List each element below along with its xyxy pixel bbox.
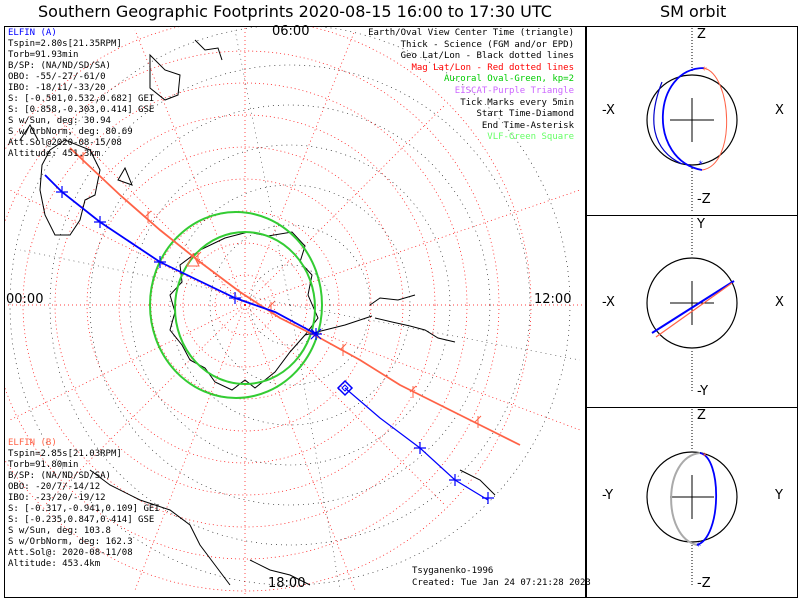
elfin-b-line: OBO: -20/7/-14/12 bbox=[8, 482, 101, 492]
sm-panel-yz-frame bbox=[586, 407, 798, 598]
sm3-top: Z bbox=[697, 408, 706, 423]
main-title: Southern Geographic Footprints 2020-08-1… bbox=[38, 2, 552, 21]
elfin-b-line: Att.Sol@: 2020-08-11/08 bbox=[8, 548, 133, 558]
legend-item: Start Time-Diamond bbox=[476, 109, 574, 120]
elfin-a-line: S w/Sun, deg: 30.94 bbox=[8, 116, 111, 126]
legend-item: End Time-Asterisk bbox=[481, 120, 574, 131]
sm2-bottom: -Y bbox=[697, 384, 709, 399]
sm-panel-yz: * * bbox=[646, 409, 738, 585]
legend: Earth/Oval View Center Time (triangle) T… bbox=[368, 28, 574, 144]
time-label-right: 12:00 bbox=[534, 292, 572, 307]
elfin-a-line: IBO: -18/11/-33/20 bbox=[8, 83, 106, 93]
sm3-right: Y bbox=[775, 488, 783, 503]
sm2-left: -X bbox=[602, 295, 615, 310]
elfin-b-line: Altitude: 453.4km bbox=[8, 559, 101, 569]
elfin-a-name: ELFIN (A) bbox=[8, 28, 57, 38]
sm1-right: X bbox=[775, 103, 784, 118]
legend-item: Thick - Science (FGM and/or EPD) bbox=[400, 39, 574, 50]
elfin-b-line: S: [-0.235,0.847,0.414] GSE bbox=[8, 515, 155, 525]
elfin-b-line: B/SP: (NA/ND/SD/SA) bbox=[8, 471, 111, 481]
sm1-top: Z bbox=[697, 27, 706, 42]
elfin-b-line: Torb=91.80min bbox=[8, 460, 79, 470]
elfin-b-line: S w/Sun, deg: 103.8 bbox=[8, 526, 111, 536]
footprint-map-frame bbox=[4, 26, 586, 598]
mag-lon-lines bbox=[5, 27, 585, 597]
elfin-a-line: Att.Sol@2020-08-15/08 bbox=[8, 138, 122, 148]
svg-text:*: * bbox=[702, 66, 707, 76]
sm1-bottom: -Z bbox=[697, 192, 711, 207]
elfin-a-line: S w/OrbNorm, deg: 80.69 bbox=[8, 127, 133, 137]
elfin-a-line: B/SP: (NA/ND/SD/SA) bbox=[8, 61, 111, 71]
sm-orbit-title: SM orbit bbox=[660, 2, 727, 21]
svg-text:*: * bbox=[698, 160, 703, 170]
created-label: Created: Tue Jan 24 07:21:28 2023 bbox=[412, 578, 591, 588]
sm2-right: X bbox=[775, 295, 784, 310]
legend-item: VLF-Green Square bbox=[487, 132, 574, 143]
elfin-b-line: IBO: -23/20/-19/12 bbox=[8, 493, 106, 503]
legend-item: Geo Lat/Lon - Black dotted lines bbox=[400, 51, 574, 62]
elfin-a-line: S: [0.858,-0.303,0.414] GSE bbox=[8, 105, 155, 115]
legend-item: Earth/Oval View Center Time (triangle) bbox=[368, 28, 574, 38]
elfin-b-info: ELFIN (B) Tspin=2.85s[21.03RPM] Torb=91.… bbox=[8, 438, 160, 570]
sm1-left: -X bbox=[602, 103, 615, 118]
auroral-ovals bbox=[149, 211, 323, 399]
sm3-bottom: -Z bbox=[697, 576, 711, 591]
time-label-bottom: 18:00 bbox=[268, 576, 306, 591]
sm3-left: -Y bbox=[602, 488, 614, 503]
legend-item: Tick Marks every 5min bbox=[460, 97, 574, 108]
svg-text:*: * bbox=[696, 542, 701, 552]
time-label-left: 00:00 bbox=[6, 292, 44, 307]
elfin-a-line: Altitude: 451.3km bbox=[8, 149, 101, 159]
elfin-b-line: S w/OrbNorm, deg: 162.3 bbox=[8, 537, 133, 547]
elfin-a-info: ELFIN (A) Tspin=2.80s[21.35RPM] Torb=91.… bbox=[8, 28, 154, 160]
elfin-b-line: Tspin=2.85s[21.03RPM] bbox=[8, 449, 122, 459]
legend-item: Auroral Oval-Green, kp=2 bbox=[443, 74, 574, 85]
elfin-a-line: Torb=91.93min bbox=[8, 50, 79, 60]
legend-item: EISCAT-Purple Triangle bbox=[454, 85, 574, 96]
sm-panel-xy bbox=[646, 215, 738, 391]
time-label-top: 06:00 bbox=[272, 24, 310, 39]
elfin-a-line: OBO: -55/-27/-61/0 bbox=[8, 72, 106, 82]
elfin-b-track bbox=[69, 147, 521, 446]
model-label: Tsyganenko-1996 bbox=[412, 566, 494, 576]
elfin-a-track bbox=[44, 174, 494, 504]
svg-text:*: * bbox=[702, 452, 707, 462]
elfin-b-name: ELFIN (B) bbox=[8, 438, 57, 448]
sm-panel-xz: * * bbox=[646, 28, 738, 212]
elfin-a-line: S: [-0.501,0.532,0.682] GEI bbox=[8, 94, 155, 104]
elfin-b-line: S: [-0.317,-0.941,0.109] GEI bbox=[8, 504, 160, 514]
elfin-a-line: Tspin=2.80s[21.35RPM] bbox=[8, 39, 122, 49]
sm2-top: Y bbox=[697, 217, 705, 232]
mag-lat-circles bbox=[5, 27, 532, 592]
legend-item: Mag Lat/Lon - Red dotted lines bbox=[411, 62, 574, 73]
